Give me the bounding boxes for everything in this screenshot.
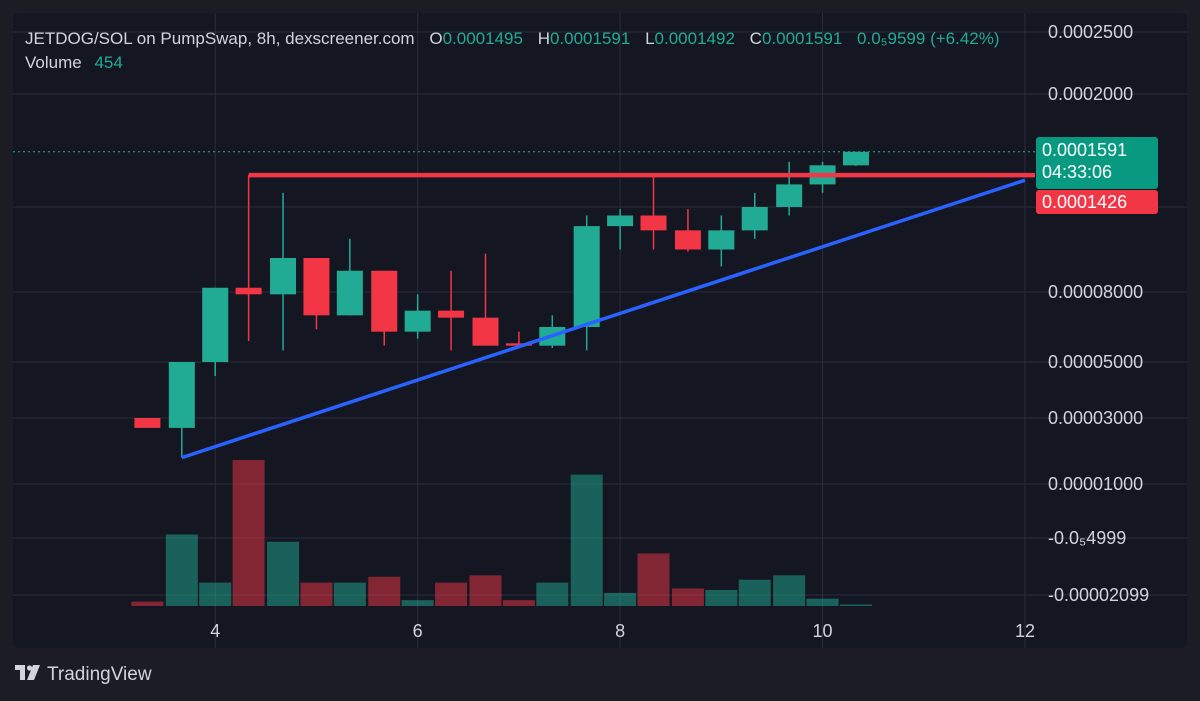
- low-value: 0.0001492: [654, 29, 735, 48]
- low-key: L: [645, 29, 655, 48]
- bar-countdown: 04:33:06: [1042, 162, 1113, 182]
- candles: [134, 151, 869, 458]
- volume-bar: [300, 582, 333, 606]
- volume-bar: [637, 553, 670, 606]
- candle-body: [134, 418, 161, 428]
- resistance-price-value: 0.0001426: [1042, 192, 1128, 212]
- high-key: H: [537, 29, 550, 48]
- high-value: 0.0001591: [549, 29, 631, 48]
- candle-body: [270, 258, 297, 295]
- volume-bar: [131, 601, 164, 606]
- drawn-lines[interactable]: [181, 172, 1035, 460]
- y-tick-label: 0.00005000: [1048, 352, 1143, 372]
- candle-body: [741, 207, 768, 231]
- chart-legend: JETDOG/SOL on PumpSwap, 8h, dexscreener.…: [25, 27, 1000, 75]
- candle-body: [640, 215, 667, 231]
- volume-bar: [536, 582, 569, 606]
- volume-bar: [469, 575, 502, 606]
- time-axis[interactable]: 4 6 8 10 12: [210, 621, 1035, 641]
- volume-bar: [570, 474, 603, 606]
- close-value: 0.0001591: [761, 29, 843, 48]
- open-value: 0.0001495: [442, 29, 523, 48]
- pair-label: JETDOG/SOL on PumpSwap, 8h, dexscreener.…: [25, 29, 415, 48]
- volume-bar: [773, 575, 806, 606]
- volume-bar: [502, 600, 535, 606]
- volume-bar: [333, 582, 366, 606]
- candle-body: [371, 270, 398, 332]
- volume-bar: [604, 592, 637, 606]
- trend-line: [181, 178, 1026, 460]
- y-tick-label: 0.00008000: [1048, 282, 1143, 302]
- tradingview-logo-icon[interactable]: [15, 664, 41, 686]
- chart-panel[interactable]: 0.0002500 0.0002000 0.00008000 0.00005000 0.…: [13, 13, 1187, 648]
- candle-body: [235, 287, 262, 295]
- y-tick-label: -0.0₅4999: [1048, 528, 1126, 548]
- candle-body: [202, 287, 229, 362]
- footer: TradingView: [15, 664, 152, 686]
- volume-bar: [435, 582, 468, 606]
- x-tick-label: 4: [210, 621, 220, 641]
- candle-body: [505, 343, 532, 346]
- volume-bar: [806, 598, 839, 606]
- ohlc-row: JETDOG/SOL on PumpSwap, 8h, dexscreener.…: [25, 27, 1000, 51]
- volume-bar: [839, 604, 872, 606]
- y-tick-label: 0.0002500: [1048, 22, 1133, 42]
- candle-body: [776, 184, 803, 207]
- volume-bar: [232, 460, 265, 606]
- candle-body: [404, 310, 431, 332]
- brand-name[interactable]: TradingView: [47, 664, 152, 685]
- y-tick-label: 0.0002000: [1048, 84, 1133, 104]
- x-tick-label: 6: [413, 621, 423, 641]
- volume-bar: [671, 588, 704, 606]
- volume-bar: [368, 576, 401, 606]
- volume-bars: [131, 460, 872, 606]
- candle-body: [674, 230, 701, 250]
- candlestick-chart[interactable]: 0.0002500 0.0002000 0.00008000 0.00005000 0.…: [13, 13, 1187, 648]
- open-key: O: [429, 29, 443, 48]
- y-tick-label: 0.00003000: [1048, 408, 1143, 428]
- resistance-price-tag: 0.0001426: [1036, 190, 1158, 214]
- last-price-tag: 0.0001591 04:33:06: [1036, 137, 1158, 189]
- volume-value: 454: [94, 53, 123, 72]
- candle-body: [472, 317, 499, 346]
- volume-bar: [199, 582, 232, 606]
- volume-key: Volume: [25, 53, 82, 72]
- x-tick-label: 8: [615, 621, 625, 641]
- candle-body: [607, 215, 634, 227]
- candle-body: [438, 310, 465, 318]
- candle-body: [573, 226, 600, 327]
- candle-body: [842, 151, 869, 166]
- y-tick-label: 0.00001000: [1048, 474, 1143, 494]
- volume-bar: [267, 541, 300, 606]
- change-value: 0.0₅9599 (+6.42%): [857, 29, 1000, 48]
- candle-body: [708, 230, 735, 250]
- volume-bar: [738, 579, 771, 606]
- volume-bar: [705, 589, 738, 606]
- price-axis[interactable]: 0.0002500 0.0002000 0.00008000 0.00005000 0.…: [1048, 22, 1149, 605]
- volume-row: Volume 454: [25, 51, 1000, 75]
- volume-bar: [165, 534, 198, 606]
- close-key: C: [749, 29, 762, 48]
- x-tick-label: 12: [1015, 621, 1035, 641]
- candle-body: [336, 270, 363, 316]
- last-price-value: 0.0001591: [1042, 140, 1128, 160]
- grid: [13, 13, 1187, 648]
- y-tick-label: -0.00002099: [1048, 585, 1149, 605]
- x-tick-label: 10: [813, 621, 833, 641]
- volume-bar: [401, 600, 434, 606]
- candle-body: [168, 362, 195, 428]
- candle-body: [303, 258, 330, 316]
